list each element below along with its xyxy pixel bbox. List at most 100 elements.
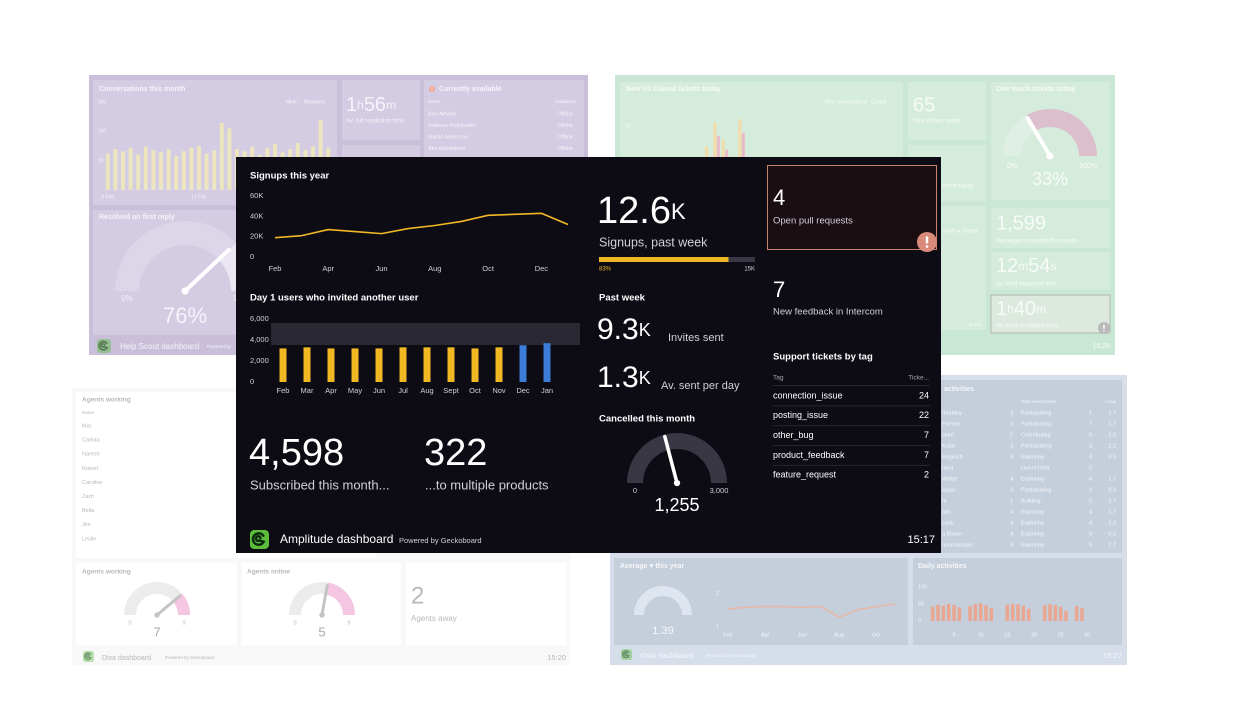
stat-value: 322 xyxy=(424,432,487,474)
value-part: 1 xyxy=(996,298,1007,320)
table-cell: Zach xyxy=(82,494,94,500)
x-tick-label: Feb xyxy=(277,386,290,395)
value-part: 1 xyxy=(346,94,357,116)
table-cell: 2.7 xyxy=(1108,498,1116,504)
table-cell: Bogisich xyxy=(942,454,963,460)
bar xyxy=(543,343,551,382)
widget-title: Currently available xyxy=(439,86,502,93)
label: Av. sent per day xyxy=(661,380,740,392)
value-part: m xyxy=(1036,302,1046,316)
gauge-track xyxy=(634,586,692,616)
label: New feedback in Intercom xyxy=(773,307,883,318)
row-divider xyxy=(773,425,930,427)
line xyxy=(274,212,569,239)
bar xyxy=(197,146,201,190)
x-tick-label: 10 xyxy=(978,632,984,638)
widget-title: Agents working xyxy=(82,569,131,576)
y-tick-label: 4,000 xyxy=(250,335,269,344)
table-cell: 1.7 xyxy=(1108,509,1116,515)
table-cell: 1.7 xyxy=(1108,476,1116,482)
y-tick-label: 40K xyxy=(250,211,263,220)
y-tick-label: 50 xyxy=(918,601,924,607)
value: 9.3K xyxy=(597,313,651,346)
y-tick-label: 2 xyxy=(716,591,719,597)
widget xyxy=(908,82,986,140)
table-cell: 1 xyxy=(1089,410,1092,416)
table-cell: Exploring xyxy=(1021,520,1044,526)
value: 1h40m xyxy=(996,298,1046,320)
bar xyxy=(1042,605,1047,621)
table-cell: 1.7 xyxy=(1108,410,1116,416)
bar xyxy=(989,608,994,621)
alert-bar xyxy=(431,87,433,90)
column-header: Tag xyxy=(773,375,784,382)
table-cell: connection_issue xyxy=(773,390,843,400)
footer-name: Amplitude dashboard xyxy=(280,532,393,546)
y-tick-label: 100 xyxy=(918,584,927,590)
bar xyxy=(495,347,503,382)
bar xyxy=(973,604,978,621)
gauge-value: 7 xyxy=(153,624,160,639)
table-cell: Offline xyxy=(557,123,573,129)
widget xyxy=(342,80,420,140)
widget xyxy=(913,558,1122,645)
table-cell: Offline xyxy=(557,111,573,117)
bar xyxy=(936,604,940,621)
table-cell: product_feedback xyxy=(773,450,845,460)
widget-title: Support tickets by tag xyxy=(773,352,873,363)
widget-title: Resolved on first reply xyxy=(99,214,175,221)
table-cell: Kulas xyxy=(942,443,956,449)
gauge-needle xyxy=(1025,116,1052,158)
gauge-needle xyxy=(155,594,182,617)
table-cell: 2 xyxy=(924,470,929,480)
table-cell: 0.3 xyxy=(1108,487,1116,493)
bar xyxy=(121,151,125,190)
gauge-max: 9 xyxy=(347,620,350,626)
bar xyxy=(968,606,972,621)
table-cell: ads xyxy=(942,509,951,515)
y-tick-label: 100 xyxy=(98,129,107,135)
bar xyxy=(1048,604,1052,621)
bar xyxy=(166,148,171,190)
alert-bar xyxy=(1103,324,1105,329)
x-tick-label: Aug xyxy=(834,632,844,638)
value-part: h xyxy=(1007,302,1014,316)
bar xyxy=(227,128,232,190)
bar xyxy=(952,605,956,621)
table-cell: Participating xyxy=(1021,487,1051,493)
table-cell: 24 xyxy=(919,390,929,400)
gauge-value: 5 xyxy=(318,624,325,639)
bar xyxy=(1074,606,1079,621)
table-cell: 4 xyxy=(1089,454,1092,460)
bar xyxy=(375,348,383,382)
footer-time: 15:17 xyxy=(907,534,935,546)
table-cell: 22 xyxy=(919,410,929,420)
value-part: m xyxy=(1018,259,1028,273)
alert-dot xyxy=(431,89,433,91)
value-part: K xyxy=(639,368,651,388)
alert-dot xyxy=(925,245,929,248)
footer-powered: Powered by Geckoboard xyxy=(706,653,756,658)
x-tick-label: Jun xyxy=(798,632,807,638)
table-cell: Tadeusz Kolchusko xyxy=(428,123,475,129)
footer-time: 15:20 xyxy=(547,653,566,662)
bar xyxy=(327,348,335,382)
value-part: 12.6 xyxy=(597,190,671,232)
x-tick-label: 25 xyxy=(1058,632,1064,638)
data-label: 83% xyxy=(599,267,612,273)
x-tick-label: Dec xyxy=(516,386,530,395)
widget-title: Conversations this month xyxy=(99,86,185,93)
table-cell: posting_issue xyxy=(773,410,828,420)
gauge-accent xyxy=(325,582,355,616)
table-cell: 3 xyxy=(1010,410,1013,416)
x-tick-label: 15 xyxy=(1004,632,1010,638)
row-divider xyxy=(773,385,930,386)
gauge-max: 9 xyxy=(182,620,185,626)
logo xyxy=(83,651,94,662)
gauge-value: 1,255 xyxy=(654,495,699,515)
value-part: h xyxy=(357,98,364,112)
column-header: Name xyxy=(428,99,441,104)
footer-powered: Powered by xyxy=(207,344,232,349)
table-cell: other_bug xyxy=(773,430,814,440)
x-tick-label: Mar xyxy=(301,386,314,395)
